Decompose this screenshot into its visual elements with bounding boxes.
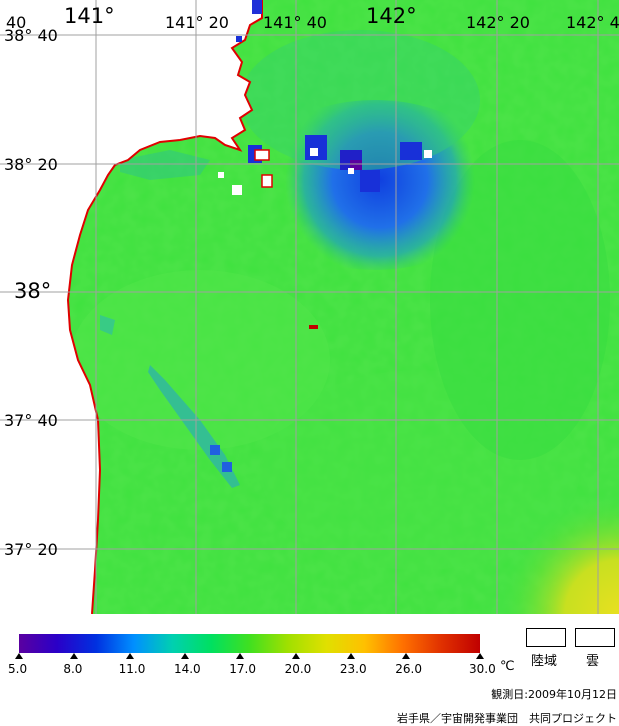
credit-text: 岩手県／宇宙開発事業団 共同プロジェクト — [397, 712, 617, 725]
observation-marker — [309, 325, 318, 329]
longitude-label: 142° 20 — [466, 13, 530, 32]
colorbar-tick-mark — [15, 653, 23, 659]
colorbar-tick-label: 23.0 — [339, 662, 367, 676]
latitude-label: 38° — [14, 279, 52, 303]
latitude-label: 38° 40 — [4, 26, 58, 45]
temperature-colorbar — [19, 634, 480, 653]
colorbar-tick-mark — [476, 653, 484, 659]
colorbar-tick-label: 5.0 — [8, 662, 28, 676]
land-legend-label: 陸域 — [531, 654, 558, 669]
sst-map-area: 141° 141° 20 141° 40 142° 142° 20 142° 4… — [0, 0, 619, 614]
colorbar-tick-label: 30.0 — [469, 662, 496, 676]
colorbar-tick-mark — [125, 653, 134, 659]
colorbar-tick-mark — [236, 653, 245, 659]
longitude-label: 141° — [64, 4, 115, 28]
colorbar-tick-mark — [180, 653, 189, 659]
coastline — [66, 0, 263, 614]
cloud-legend-label: 雲 — [586, 654, 600, 669]
colorbar-tick-mark — [346, 653, 355, 659]
colorbar-tick-label: 8.0 — [63, 662, 83, 676]
longitude-label: 141° 40 — [263, 13, 327, 32]
temperature-unit: ℃ — [500, 659, 515, 674]
lat-lon-grid — [0, 0, 619, 614]
colorbar-tick-label: 26.0 — [395, 662, 422, 676]
longitude-label: 142° 4 — [566, 13, 619, 32]
latitude-label: 37° 40 — [4, 411, 58, 430]
land-area — [0, 0, 262, 614]
sea-surface-temperature-map — [0, 0, 619, 614]
latitude-label: 38° 20 — [4, 155, 58, 174]
colorbar-tick-mark — [291, 653, 300, 659]
colorbar-tick-label: 20.0 — [284, 662, 312, 676]
cloud-legend-swatch — [575, 628, 615, 647]
latitude-label: 40 — [6, 13, 27, 32]
observation-date: 観測日:2009年10月12日 — [491, 688, 617, 701]
land-legend-swatch — [526, 628, 566, 647]
colorbar-tick-label: 11.0 — [118, 662, 146, 676]
colorbar-tick-mark — [70, 653, 79, 659]
latitude-label: 37° 20 — [4, 540, 58, 559]
colorbar-tick-mark — [402, 653, 411, 659]
colorbar-tick-label: 17.0 — [229, 662, 256, 676]
longitude-label: 141° 20 — [165, 13, 229, 32]
colorbar-tick-label: 14.0 — [173, 662, 201, 676]
cloud-pixel — [310, 148, 318, 156]
longitude-label: 142° — [366, 4, 417, 28]
